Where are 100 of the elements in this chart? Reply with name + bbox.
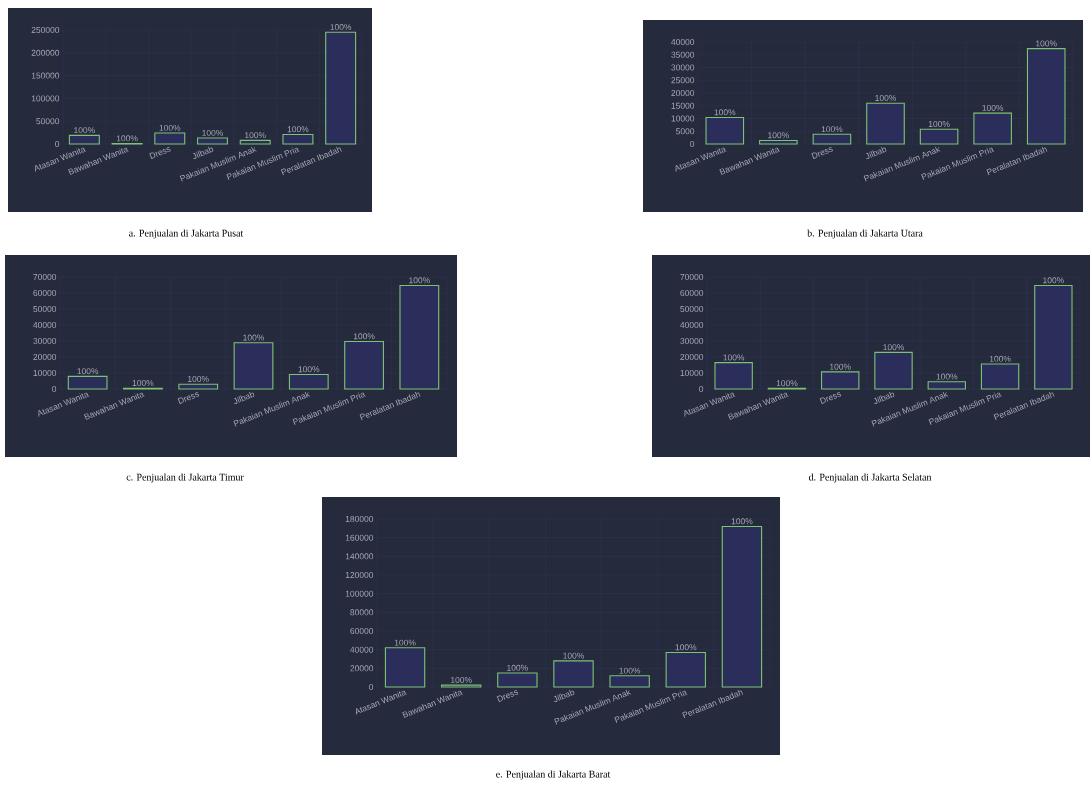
y-tick-label: 100000 bbox=[345, 590, 374, 597]
x-tick-label: Dress bbox=[496, 690, 519, 702]
y-tick-label: 20000 bbox=[680, 354, 704, 360]
annotation: 100% bbox=[619, 667, 641, 674]
y-tick-label: 10000 bbox=[671, 115, 695, 122]
bar bbox=[919, 128, 959, 145]
y-tick-label: 40000 bbox=[33, 322, 57, 328]
y-tick-label: 10000 bbox=[680, 370, 704, 376]
annotation: 100% bbox=[768, 132, 789, 139]
y-tick-label: 40000 bbox=[350, 646, 374, 653]
annotation: 100% bbox=[77, 368, 99, 375]
bar bbox=[665, 651, 706, 688]
annotation: 100% bbox=[675, 644, 697, 651]
y-tick-label: 80000 bbox=[350, 609, 374, 616]
x-tick-label: Jilbab bbox=[866, 146, 887, 160]
annotation: 100% bbox=[202, 129, 224, 136]
annotation: 100% bbox=[821, 126, 843, 133]
bar bbox=[705, 116, 745, 145]
y-tick-label: 35000 bbox=[671, 51, 695, 58]
annotation: 100% bbox=[353, 333, 375, 340]
y-tick-label: 0 bbox=[369, 684, 374, 690]
annotation: 100% bbox=[74, 127, 95, 134]
y-tick-label: 5000 bbox=[675, 128, 695, 135]
annotation: 100% bbox=[116, 135, 138, 142]
bar bbox=[154, 132, 186, 145]
bar bbox=[497, 672, 538, 688]
y-tick-label: 60000 bbox=[33, 290, 57, 296]
annotation: 100% bbox=[936, 373, 958, 380]
annotation: 100% bbox=[883, 344, 905, 351]
annotation: 100% bbox=[132, 380, 154, 387]
annotation: 100% bbox=[287, 126, 309, 133]
annotation: 100% bbox=[830, 363, 851, 370]
x-tick-label: Dress bbox=[177, 392, 200, 404]
y-tick-label: 20000 bbox=[350, 665, 374, 672]
y-tick-label: 30000 bbox=[33, 338, 57, 344]
bar bbox=[239, 139, 271, 145]
annotation: 100% bbox=[159, 124, 181, 131]
annotation: 100% bbox=[928, 121, 950, 128]
x-tick-label: Dress bbox=[149, 147, 171, 159]
annotation: 100% bbox=[989, 355, 1011, 362]
annotation: 100% bbox=[1036, 40, 1057, 47]
bar bbox=[282, 133, 314, 145]
y-tick-label: 250000 bbox=[31, 27, 60, 33]
y-tick-label: 50000 bbox=[33, 306, 57, 312]
annotation: 100% bbox=[1043, 277, 1064, 284]
annotation: 100% bbox=[245, 132, 266, 139]
y-tick-label: 160000 bbox=[345, 534, 374, 541]
y-tick-label: 180000 bbox=[345, 516, 374, 522]
annotation: 100% bbox=[330, 24, 352, 31]
bar bbox=[1026, 48, 1066, 145]
annotation: 100% bbox=[394, 639, 416, 646]
annotation: 100% bbox=[776, 380, 798, 387]
bar bbox=[344, 340, 384, 390]
bar bbox=[67, 375, 108, 390]
y-tick-label: 200000 bbox=[31, 49, 60, 56]
annotation: 100% bbox=[731, 518, 753, 525]
y-tick-label: 40000 bbox=[671, 39, 695, 45]
x-tick-label: Dress bbox=[819, 392, 842, 404]
x-tick-label: Jilbab bbox=[234, 391, 255, 405]
y-tick-label: 50000 bbox=[36, 118, 60, 125]
y-tick-label: 0 bbox=[699, 386, 704, 392]
annotation: 100% bbox=[243, 334, 265, 341]
annotation: 100% bbox=[723, 354, 745, 361]
annotation: 100% bbox=[563, 652, 585, 659]
bar bbox=[68, 134, 100, 145]
y-tick-label: 10000 bbox=[33, 370, 57, 376]
annotation: 100% bbox=[409, 277, 430, 284]
text: e. Penjualan di Jakarta Barat bbox=[496, 770, 611, 780]
text: a. Penjualan di Jakarta Pusat bbox=[129, 229, 244, 239]
annotation: 100% bbox=[451, 676, 472, 683]
annotation: 100% bbox=[714, 109, 736, 116]
bar bbox=[384, 647, 426, 688]
bar bbox=[973, 112, 1012, 145]
annotation: 100% bbox=[507, 664, 528, 671]
text: b. Penjualan di Jakarta Utara bbox=[807, 229, 923, 239]
y-tick-label: 0 bbox=[52, 386, 57, 392]
bar bbox=[714, 362, 753, 390]
y-tick-label: 70000 bbox=[680, 274, 704, 280]
y-tick-label: 150000 bbox=[31, 72, 60, 79]
bar bbox=[288, 373, 329, 390]
y-tick-label: 50000 bbox=[680, 306, 704, 312]
text: d. Penjualan di Jakarta Selatan bbox=[808, 473, 932, 483]
annotation: 100% bbox=[298, 366, 320, 373]
y-tick-label: 140000 bbox=[345, 553, 374, 560]
y-tick-label: 15000 bbox=[671, 102, 695, 109]
bar bbox=[609, 675, 650, 688]
bar bbox=[553, 660, 594, 688]
bar bbox=[721, 525, 763, 688]
y-tick-label: 25000 bbox=[671, 77, 695, 84]
bar bbox=[821, 371, 860, 390]
bar bbox=[233, 342, 274, 390]
bar bbox=[980, 363, 1020, 390]
x-tick-label: Jilbab bbox=[874, 391, 895, 405]
bar bbox=[178, 383, 219, 390]
bar bbox=[1034, 284, 1073, 390]
y-tick-label: 120000 bbox=[345, 572, 374, 578]
y-tick-label: 20000 bbox=[671, 90, 695, 96]
bar bbox=[759, 139, 798, 145]
y-tick-label: 20000 bbox=[33, 354, 57, 360]
x-tick-label: Jilbab bbox=[554, 689, 575, 703]
